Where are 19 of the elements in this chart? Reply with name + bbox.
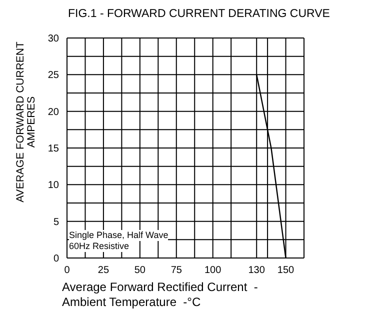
x-tick-label: 150 (277, 265, 295, 276)
x-tick-label: 130 (248, 265, 266, 276)
y-tick-label: 30 (48, 34, 60, 45)
y-tick-label: 15 (48, 144, 60, 155)
y-tick-label: 20 (48, 106, 60, 118)
x-tick-label: 50 (134, 265, 146, 276)
x-tick-label: 0 (64, 265, 70, 276)
annotation: 60Hz Resistive (69, 241, 130, 252)
y-tick-label: 25 (48, 70, 60, 82)
annotation: Single Phase, Half Wave (69, 230, 168, 241)
y-tick-label: 10 (48, 180, 60, 192)
x-tick-label: 100 (204, 265, 222, 276)
x-tick-label: 25 (98, 265, 110, 276)
x-tick-label: 75 (170, 265, 182, 276)
chart-title: FIG.1 - FORWARD CURRENT DERATING CURVE (68, 8, 330, 20)
x-axis-title: Average Forward Rectified Current - Ambient Temperature -°C (62, 280, 258, 310)
y-axis-title: AVERAGE FORWARD CURRENT AMPERES (14, 42, 38, 202)
y-tick-label: 5 (53, 216, 60, 228)
y-tick-label: 0 (53, 254, 60, 265)
